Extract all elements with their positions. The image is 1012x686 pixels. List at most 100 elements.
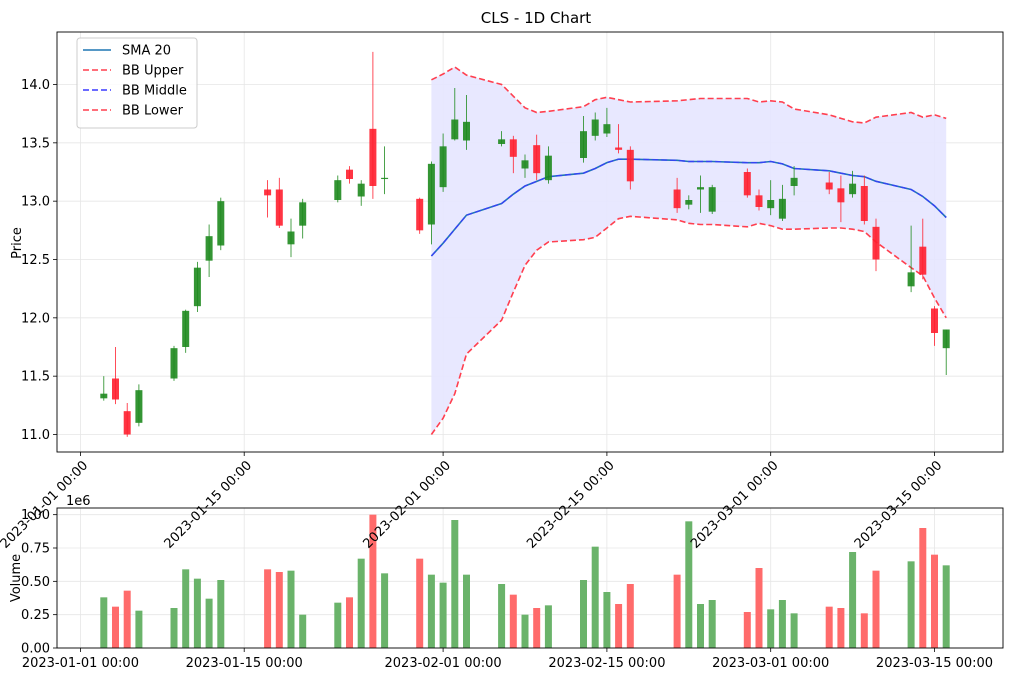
volume-bar <box>615 604 623 648</box>
candle <box>299 198 307 239</box>
volume-axes-frame <box>56 507 1004 649</box>
candle <box>182 309 190 353</box>
volume-bar <box>685 521 693 648</box>
volume-scale-label: 1e6 <box>66 494 91 509</box>
candle <box>626 146 634 190</box>
volume-bar <box>825 606 833 648</box>
price-y-tick-label: 13.5 <box>21 136 50 151</box>
candle-body <box>369 128 377 186</box>
candle-body <box>205 236 213 261</box>
candle-body <box>685 200 693 205</box>
candle-body <box>615 147 623 150</box>
volume-x-tick-label: 2023-02-15 00:00 <box>548 656 665 671</box>
candle-body <box>112 378 119 400</box>
legend-item: SMA 20 <box>83 44 171 59</box>
candle-body <box>872 226 880 260</box>
candle-body <box>217 201 225 246</box>
candle <box>860 175 868 225</box>
volume-bar <box>544 605 552 648</box>
legend-item: BB Upper <box>83 64 184 79</box>
legend-label: SMA 20 <box>122 44 171 59</box>
volume-bar <box>755 568 763 648</box>
volume-bar <box>182 569 190 648</box>
candle-body <box>591 119 599 136</box>
price-y-ticks: 11.0 11.5 12.0 12.5 13.0 13.5 14.0 <box>21 78 57 443</box>
candle <box>743 168 751 198</box>
volume-bar <box>287 570 295 648</box>
candle-body <box>135 390 143 423</box>
candle <box>580 116 587 163</box>
candle <box>369 51 377 199</box>
volume-bar <box>427 574 435 648</box>
volume-bar <box>603 592 611 648</box>
volume-x-tick-label: 2023-03-01 00:00 <box>712 656 829 671</box>
legend-label: BB Middle <box>122 84 187 99</box>
price-x-tick-label: 2023-03-15 00:00 <box>852 458 945 551</box>
candle <box>498 131 506 147</box>
volume-bar <box>275 572 283 648</box>
volume-bar <box>942 565 950 648</box>
candle <box>170 345 178 381</box>
candle <box>685 195 693 210</box>
candle <box>193 261 201 312</box>
candle-body <box>603 124 611 134</box>
candle-body <box>708 187 716 212</box>
price-y-tick-label: 13.0 <box>21 195 50 210</box>
candle-body <box>346 169 353 179</box>
candle <box>778 184 786 221</box>
candle <box>591 112 599 141</box>
bb-upper-line <box>431 66 947 124</box>
candle <box>872 218 880 272</box>
price-axes-frame <box>56 31 1004 453</box>
volume-bar <box>334 602 342 648</box>
price-y-tick-label: 12.0 <box>21 311 50 326</box>
volume-bar <box>498 584 506 648</box>
candle <box>135 384 143 427</box>
candle-body <box>743 172 751 196</box>
volume-bar <box>743 612 751 648</box>
volume-bar <box>767 609 775 648</box>
candle-body <box>673 189 681 209</box>
volume-bar <box>778 600 786 648</box>
candle <box>825 172 833 195</box>
candle <box>767 180 775 216</box>
price-y-tick-label: 11.5 <box>21 370 50 385</box>
volume-bar <box>697 604 704 648</box>
volume-x-tick-label: 2023-01-01 00:00 <box>22 656 139 671</box>
candle <box>919 218 927 280</box>
volume-x-tick-label: 2023-02-01 00:00 <box>385 656 502 671</box>
volume-bar <box>170 608 178 648</box>
candle <box>416 197 424 234</box>
candle-body <box>825 182 833 190</box>
candle-body <box>767 200 775 209</box>
bb-lower-line <box>430 215 947 435</box>
candle-body <box>123 411 131 435</box>
candle-body <box>170 348 178 379</box>
candle <box>275 177 283 228</box>
candle <box>205 224 213 277</box>
volume-bar <box>580 580 587 648</box>
candle <box>217 197 225 251</box>
volume-y-tick-label: 1.00 <box>21 508 50 523</box>
candle-body <box>755 195 763 207</box>
volume-bar <box>112 606 119 648</box>
candle <box>334 175 342 203</box>
legend-item: BB Lower <box>83 104 184 119</box>
candle <box>942 329 950 375</box>
candle <box>451 88 459 141</box>
volume-bar <box>509 594 517 648</box>
candle-body <box>381 177 389 180</box>
candle <box>603 107 611 137</box>
volume-y-tick-label: 0.00 <box>21 642 50 657</box>
volume-bar <box>193 578 201 648</box>
candle <box>673 177 681 213</box>
volume-bar <box>907 561 915 648</box>
candle-body <box>697 187 704 190</box>
candle <box>521 154 529 178</box>
volume-bar <box>369 514 377 648</box>
volume-bar <box>357 558 365 648</box>
candle-body <box>931 308 938 333</box>
candle-body <box>357 183 365 197</box>
candle <box>357 180 365 206</box>
